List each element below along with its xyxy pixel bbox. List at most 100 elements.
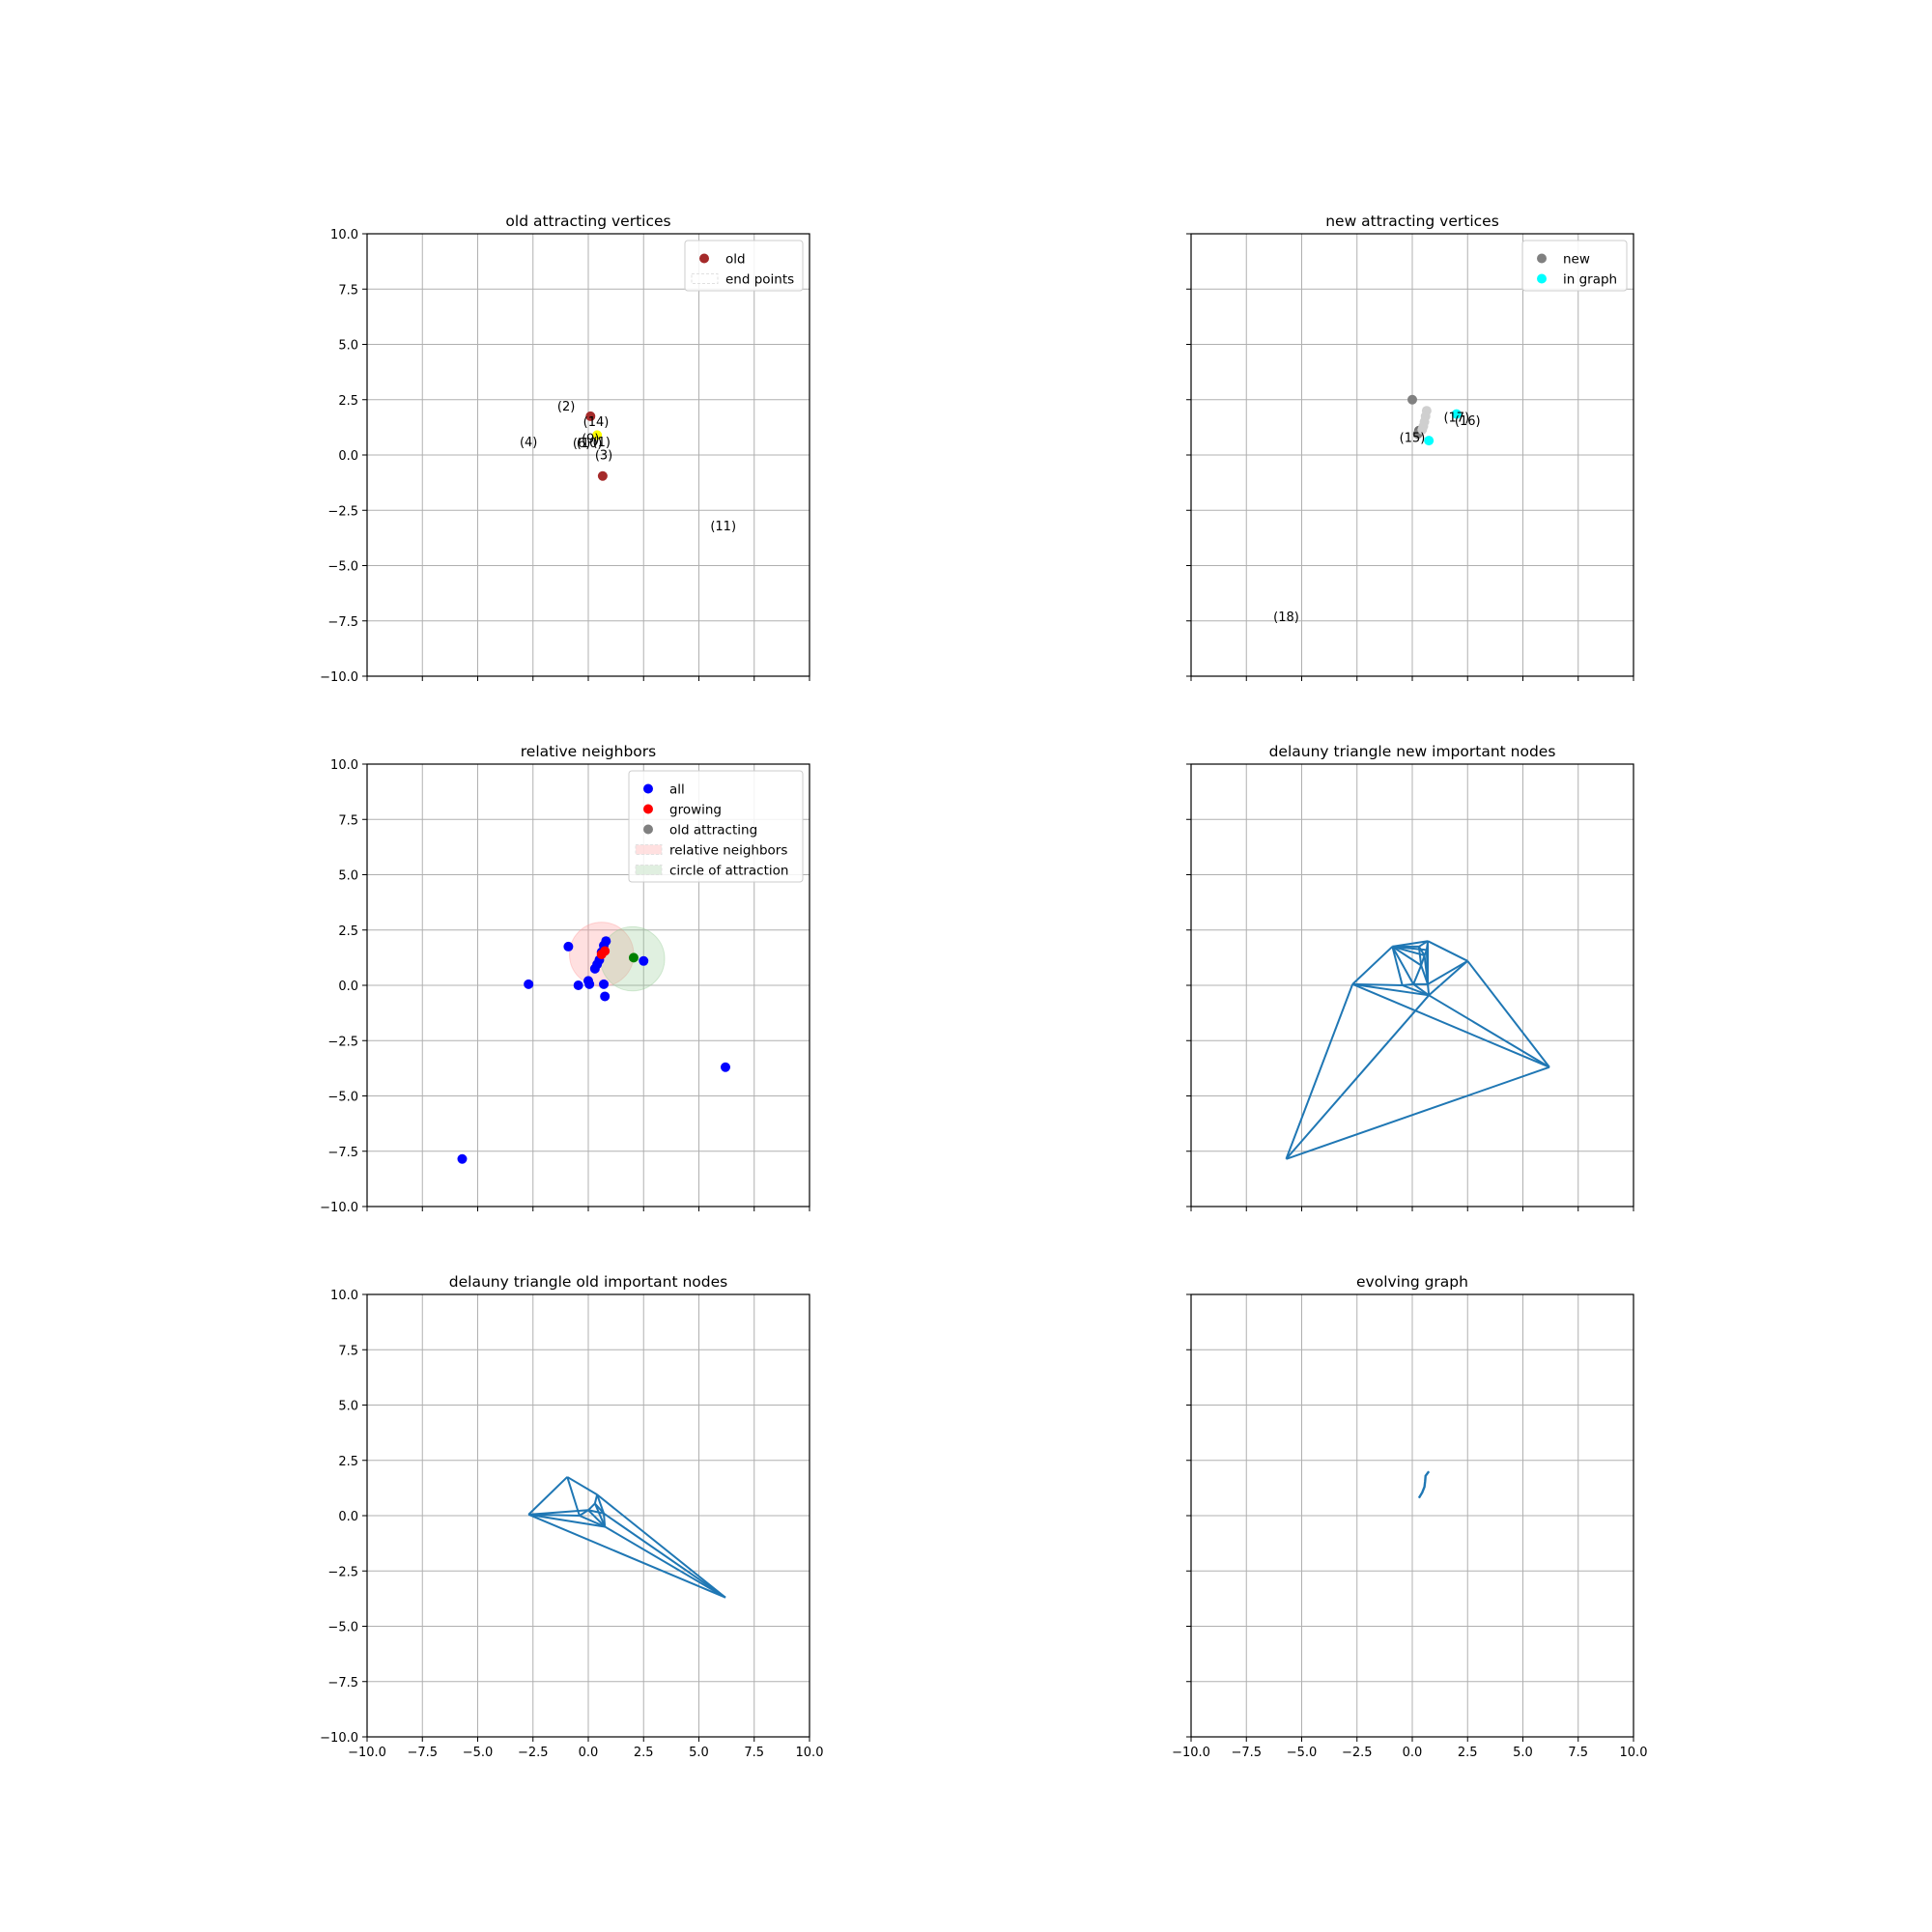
legend-marker bbox=[1537, 253, 1547, 264]
panel-rel: 10.0 7.5 5.0 2.5 0.0 −2.5 −5.0 −7.5 −10.0 relativ… bbox=[320, 743, 810, 1215]
panel-new: (17)(16) (15) (18) new attracting vertices n… bbox=[1186, 213, 1634, 681]
x-tick-label: −5.0 bbox=[1287, 1746, 1318, 1760]
edge-0 bbox=[1351, 946, 1394, 985]
y-tick-label: 7.5 bbox=[338, 813, 358, 828]
point-label-1: (14) bbox=[583, 415, 610, 430]
point-label-3: (18) bbox=[1273, 611, 1299, 625]
edge-26 bbox=[1427, 983, 1431, 996]
legend-label: circle of attraction bbox=[669, 864, 788, 879]
y-tick-label: 0.0 bbox=[338, 980, 358, 994]
data-point-4 bbox=[1451, 409, 1462, 419]
edge-18 bbox=[587, 1509, 605, 1515]
point-label-5: (10) bbox=[577, 437, 603, 451]
y-tick-label: 0.0 bbox=[338, 449, 358, 464]
x-tick-label: 10.0 bbox=[1620, 1746, 1648, 1760]
data-point-15 bbox=[457, 1153, 468, 1164]
y-tick-label: −7.5 bbox=[327, 1676, 358, 1690]
y-tick-label: 0.0 bbox=[338, 1510, 358, 1524]
edge-19 bbox=[528, 1509, 589, 1516]
legend-box bbox=[628, 770, 804, 883]
edge-1 bbox=[1285, 983, 1354, 1160]
x-tick-label: 7.5 bbox=[1568, 1746, 1588, 1760]
edge-3 bbox=[566, 1476, 598, 1496]
legend-patch bbox=[635, 865, 663, 875]
y-tick-label: −5.0 bbox=[327, 1091, 358, 1105]
legend-label: old attracting bbox=[669, 823, 757, 838]
y-tick-label: 5.0 bbox=[338, 869, 358, 884]
x-tick-label: −5.0 bbox=[463, 1746, 494, 1760]
data-point-1 bbox=[524, 979, 534, 989]
y-tick-label: −7.5 bbox=[327, 615, 358, 630]
y-tick-label: −10.0 bbox=[320, 670, 358, 685]
edge-5 bbox=[596, 1493, 605, 1515]
point-label-3: (9) bbox=[582, 432, 599, 446]
legend-box bbox=[1521, 240, 1628, 292]
data-point-4 bbox=[584, 979, 595, 989]
legend-label: old bbox=[725, 252, 746, 268]
data-point-2 bbox=[592, 430, 603, 440]
x-tick-label: 5.0 bbox=[689, 1746, 709, 1760]
edge-34 bbox=[1402, 982, 1414, 986]
data-point-16 bbox=[628, 952, 639, 963]
data-point-12 bbox=[601, 936, 611, 947]
edge-14 bbox=[579, 1515, 606, 1528]
edge-3 bbox=[1466, 960, 1550, 1068]
x-tick-label: −10.0 bbox=[348, 1746, 386, 1760]
y-tick-label: 7.5 bbox=[338, 283, 358, 298]
point-label-7: (3) bbox=[595, 449, 612, 464]
x-tick-label: 7.5 bbox=[744, 1746, 764, 1760]
edge-12 bbox=[604, 1525, 726, 1599]
legend-patch bbox=[635, 844, 663, 855]
y-tick-label: 2.5 bbox=[338, 1455, 358, 1469]
x-tick-label: −7.5 bbox=[407, 1746, 438, 1760]
data-point-14 bbox=[720, 1062, 730, 1072]
edge-6 bbox=[1351, 982, 1550, 1068]
point-label-0: (17) bbox=[1443, 412, 1469, 426]
edge-9 bbox=[1428, 960, 1468, 997]
edge-16 bbox=[603, 1512, 726, 1599]
data-point-5 bbox=[599, 979, 610, 989]
chart-title: evolving graph bbox=[1356, 1273, 1468, 1291]
y-tick-label: 2.5 bbox=[338, 394, 358, 409]
y-tick-label: −5.0 bbox=[327, 560, 358, 575]
y-tick-label: −2.5 bbox=[327, 504, 358, 519]
chart-title: old attracting vertices bbox=[505, 213, 670, 230]
y-tick-label: −10.0 bbox=[320, 1201, 358, 1215]
edge-8 bbox=[1428, 994, 1550, 1068]
legend-label: end points bbox=[725, 272, 794, 288]
edge-8 bbox=[587, 1502, 596, 1511]
edge-15 bbox=[1418, 940, 1429, 948]
legend-patch bbox=[691, 273, 719, 284]
panel-delnew: delauny triangle new important nodes bbox=[1186, 743, 1634, 1211]
panel-old: (2) (14) (4) (9)(6)(10)(1)(3) (11) 10.0 7.5 5.0… bbox=[320, 213, 810, 685]
data-point-1 bbox=[597, 470, 608, 481]
legend-label: growing bbox=[669, 803, 722, 818]
legend-label: relative neighbors bbox=[669, 843, 787, 859]
edge-4 bbox=[596, 1493, 726, 1599]
edge-4 bbox=[1427, 940, 1468, 962]
y-tick-label: 10.0 bbox=[330, 228, 358, 242]
legend-label: new bbox=[1563, 252, 1590, 268]
edge-11 bbox=[1352, 982, 1403, 986]
edge-2 bbox=[566, 1476, 581, 1517]
data-point-0 bbox=[563, 941, 574, 952]
y-tick-label: 5.0 bbox=[338, 339, 358, 354]
x-tick-label: −2.5 bbox=[1342, 1746, 1373, 1760]
x-tick-label: 2.5 bbox=[634, 1746, 654, 1760]
data-point-6 bbox=[600, 991, 611, 1002]
chart-title: new attracting vertices bbox=[1325, 213, 1499, 230]
y-tick-label: −2.5 bbox=[327, 1565, 358, 1579]
x-tick-label: −10.0 bbox=[1172, 1746, 1210, 1760]
edge-10 bbox=[1391, 946, 1404, 986]
edge-1 bbox=[527, 1513, 726, 1599]
chart-title: delauny triangle old important nodes bbox=[449, 1273, 727, 1291]
edge-7 bbox=[1285, 994, 1430, 1160]
edge-16 bbox=[1391, 946, 1415, 985]
chart-title: delauny triangle new important nodes bbox=[1269, 743, 1556, 760]
x-tick-label: 5.0 bbox=[1513, 1746, 1533, 1760]
data-point-2 bbox=[573, 980, 583, 990]
x-tick-label: 0.0 bbox=[579, 1746, 599, 1760]
edge-32 bbox=[1417, 946, 1423, 966]
legend: all growing old attracting relative neighbo… bbox=[628, 770, 804, 883]
y-tick-label: 10.0 bbox=[330, 1289, 358, 1303]
